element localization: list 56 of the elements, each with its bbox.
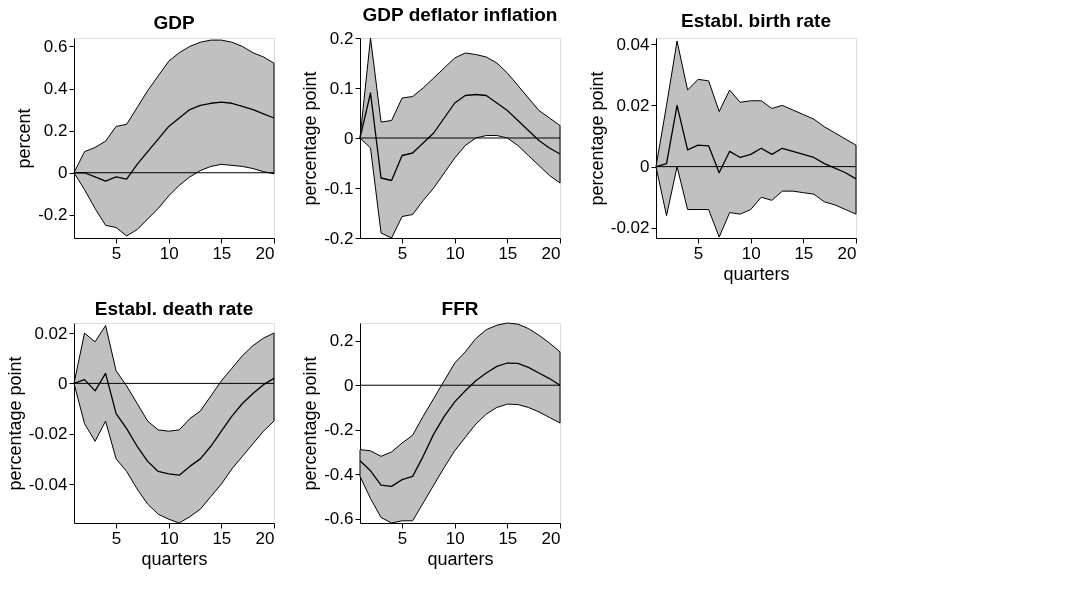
x-tick-label: 15	[212, 528, 232, 548]
y-tick-label: -0.1	[324, 178, 354, 198]
x-tick-label: 20	[541, 243, 561, 263]
y-tick-label: -0.6	[324, 509, 354, 529]
x-tick-label: 10	[445, 528, 465, 548]
y-tick-label: -0.2	[324, 228, 354, 248]
x-tick-label: 20	[255, 528, 275, 548]
x-tick-label: 20	[837, 243, 857, 263]
y-tick-label: 0	[58, 163, 68, 183]
chart-title: Establ. birth rate	[681, 10, 831, 32]
x-tick-label: 5	[111, 243, 122, 263]
y-tick-label: 0.4	[43, 79, 68, 99]
chart-title: Establ. death rate	[94, 298, 254, 319]
y-tick-label: 0	[640, 157, 650, 177]
y-tick-label: 0.6	[43, 36, 68, 56]
y-tick-label: 0.2	[329, 28, 354, 48]
y-tick-label: 0	[58, 373, 68, 393]
x-axis-title: quarters	[723, 263, 790, 284]
y-axis-title: percent	[14, 108, 35, 169]
y-tick-label: -0.4	[324, 464, 354, 484]
x-tick-label: 10	[741, 243, 761, 263]
y-tick-label: -0.2	[324, 420, 354, 440]
x-tick-label: 5	[111, 528, 122, 548]
y-tick-label: -0.02	[28, 424, 68, 444]
y-axis-title: percentage point	[300, 71, 321, 206]
y-tick-label: 0.04	[616, 34, 650, 54]
x-tick-label: 15	[498, 243, 518, 263]
y-tick-label: 0.02	[34, 323, 68, 343]
y-tick-label: -0.02	[610, 218, 650, 238]
x-tick-label: 10	[159, 528, 179, 548]
x-tick-label: 20	[255, 243, 275, 263]
x-tick-label: 5	[397, 528, 408, 548]
x-tick-label: 5	[693, 243, 704, 263]
chart-title: GDP deflator inflation	[362, 4, 558, 25]
x-tick-label: 10	[445, 243, 465, 263]
x-tick-label: 10	[159, 243, 179, 263]
chart-title: GDP	[153, 12, 195, 34]
y-tick-label: -0.04	[28, 474, 68, 494]
x-tick-label: 20	[541, 528, 561, 548]
x-axis-title: quarters	[141, 548, 208, 569]
x-tick-label: 5	[397, 243, 408, 263]
y-tick-label: 0.2	[43, 121, 68, 141]
y-tick-label: 0.1	[329, 78, 354, 98]
y-tick-label: 0	[344, 128, 354, 148]
x-tick-label: 15	[212, 243, 232, 263]
y-axis-title: percentage point	[4, 356, 25, 491]
y-axis-title: percentage point	[586, 71, 607, 206]
y-axis-title: percentage point	[300, 356, 321, 491]
x-tick-label: 15	[794, 243, 814, 263]
y-tick-label: -0.2	[38, 205, 68, 225]
x-tick-label: 15	[498, 528, 518, 548]
y-tick-label: 0.02	[616, 95, 650, 115]
y-tick-label: 0	[344, 375, 354, 395]
chart-title: FFR	[441, 297, 479, 319]
x-axis-title: quarters	[427, 548, 494, 569]
y-tick-label: 0.2	[329, 331, 354, 351]
